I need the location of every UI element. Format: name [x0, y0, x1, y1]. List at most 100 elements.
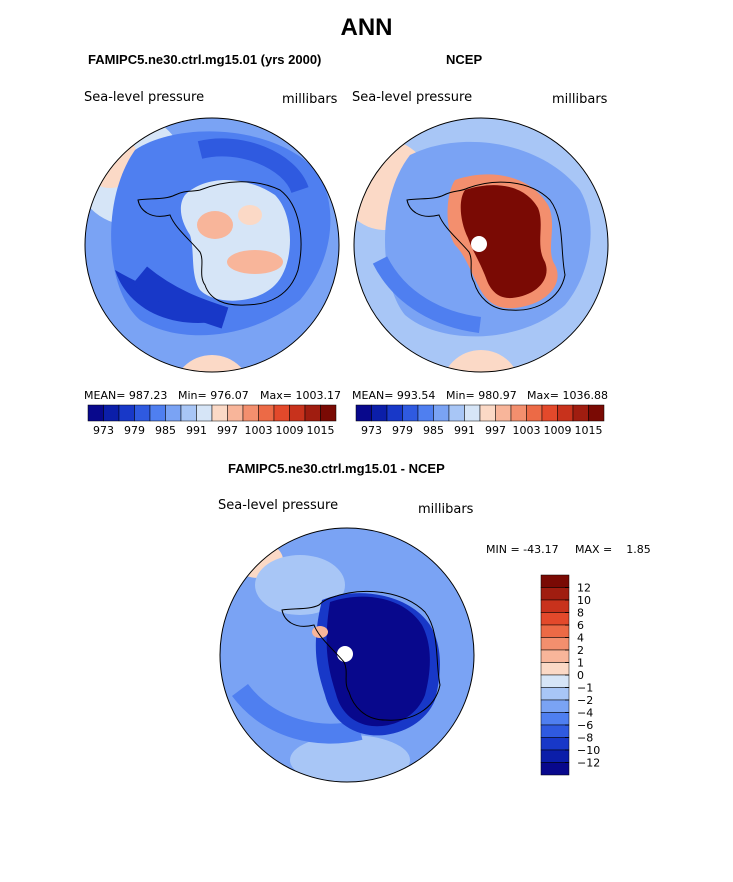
colorbar-1-swatch-4: [417, 404, 434, 422]
colorbar-1-swatch-0: [355, 404, 372, 422]
colorbar-diff-swatch-10: [540, 699, 570, 713]
map-model-coastline: [137, 181, 302, 306]
page-title: ANN: [340, 14, 393, 41]
colorbar-0-swatch-13: [289, 404, 306, 422]
map-diff-pole-mask: [337, 646, 353, 662]
colorbar-1-swatch-10: [510, 404, 527, 422]
colorbar-1-tick-label: 991: [454, 424, 475, 437]
colorbar-1-swatch-3: [402, 404, 419, 422]
colorbar-diff-tick-label: 2: [577, 644, 584, 657]
map-model-low-band-north: [197, 138, 309, 194]
map-model: [84, 117, 340, 373]
stat-max-model: Max= 1003.17: [260, 389, 341, 402]
colorbar-diff-swatch-12: [540, 724, 570, 738]
colorbar-diff-tick-label: −8: [577, 732, 593, 745]
variable-label-ncep: Sea-level pressure: [352, 90, 473, 105]
map-ncep-low-band-sw: [372, 256, 482, 333]
colorbar-0-swatch-3: [134, 404, 151, 422]
colorbar-1-tick-label: 1003: [513, 424, 541, 437]
colorbar-1-swatch-14: [572, 404, 589, 422]
colorbar-diff-swatch-9: [540, 687, 570, 701]
colorbar-1-swatch-7: [464, 404, 481, 422]
colorbar-0-swatch-9: [227, 404, 244, 422]
colorbar-diff-tick-label: 6: [577, 619, 584, 632]
map-diff-coastline: [281, 590, 441, 721]
colorbar-diff-swatch-3: [540, 612, 570, 626]
colorbar-diff-swatch-4: [540, 624, 570, 638]
colorbar-1-tick-label: 985: [423, 424, 444, 437]
colorbar-0-tick-label: 1009: [276, 424, 304, 437]
colorbar-0-swatch-8: [211, 404, 228, 422]
panel-title-ncep: NCEP: [446, 52, 483, 67]
panel-title-model: FAMIPC5.ne30.ctrl.mg15.01 (yrs 2000): [88, 52, 322, 67]
colorbar-1-swatch-8: [479, 404, 496, 422]
colorbar-diff-swatch-0: [540, 574, 570, 588]
map-ncep-high-core: [460, 185, 547, 299]
colorbar-0-swatch-6: [180, 404, 197, 422]
colorbar-1-swatch-1: [371, 404, 388, 422]
colorbar-0-tick-label: 979: [124, 424, 145, 437]
colorbar-0-swatch-10: [242, 404, 259, 422]
stat-mean-model: MEAN= 987.23: [84, 389, 168, 402]
colorbar-1-swatch-5: [433, 404, 450, 422]
map-ncep-pole-mask: [471, 236, 487, 252]
colorbar-diff-tick-label: 1: [577, 657, 584, 670]
map-model-low-band-sw: [132, 266, 229, 329]
colorbar-0-swatch-1: [103, 404, 120, 422]
map-model-border: [84, 117, 340, 373]
map-model-high-center-1: [197, 211, 233, 239]
colorbar-0-swatch-7: [196, 404, 213, 422]
variable-label-diff: Sea-level pressure: [218, 498, 339, 513]
colorbar-diff-swatch-11: [540, 712, 570, 726]
stat-min-diff: MIN = -43.17: [486, 543, 559, 556]
colorbar-0-swatch-15: [320, 404, 337, 422]
map-ncep: [353, 117, 609, 373]
colorbar-1-tick-label: 997: [485, 424, 506, 437]
colorbar-diff-swatch-2: [540, 599, 570, 613]
colorbar-0-swatch-11: [258, 404, 275, 422]
colorbar-0-swatch-2: [118, 404, 135, 422]
colorbar-diff-tick-label: −6: [577, 719, 593, 732]
map-ncep-coastline: [406, 181, 566, 311]
colorbar-1-swatch-12: [541, 404, 558, 422]
map-diff: [219, 527, 475, 783]
stat-mean-ncep: MEAN= 993.54: [352, 389, 436, 402]
colorbar-ncep: 973 979 985 991 997 1003 1009 1015: [355, 404, 605, 437]
variable-label-model: Sea-level pressure: [84, 90, 205, 105]
colorbar-0-tick-label: 1015: [307, 424, 335, 437]
map-model-high-center-2: [238, 205, 262, 225]
colorbar-0-tick-label: 973: [93, 424, 114, 437]
colorbar-diff-swatch-5: [540, 637, 570, 651]
map-diff-border: [219, 527, 475, 783]
stat-min-model: Min= 976.07: [178, 389, 249, 402]
colorbar-diff-tick-label: −10: [577, 744, 600, 757]
colorbar-diff-swatch-8: [540, 674, 570, 688]
colorbar-diff-tick-label: 4: [577, 632, 584, 645]
map-diff-weak-s: [290, 735, 410, 782]
map-diff-band-sw: [232, 683, 363, 744]
units-label-ncep: millibars: [552, 92, 608, 107]
colorbar-diff-tick-label: 8: [577, 607, 584, 620]
colorbar-0-tick-label: 985: [155, 424, 176, 437]
map-model-high-s: [172, 355, 252, 372]
colorbar-1-swatch-11: [526, 404, 543, 422]
colorbar-diff-tick-label: 12: [577, 582, 591, 595]
colorbar-0-swatch-12: [273, 404, 290, 422]
colorbar-0-swatch-5: [165, 404, 182, 422]
panel-title-diff: FAMIPC5.ne30.ctrl.mg15.01 - NCEP: [228, 461, 445, 476]
units-label-model: millibars: [282, 92, 338, 107]
colorbar-1-tick-label: 979: [392, 424, 413, 437]
colorbar-0-tick-label: 997: [217, 424, 238, 437]
colorbar-diff-tick-label: −1: [577, 682, 593, 695]
colorbar-1-swatch-13: [557, 404, 574, 422]
colorbar-1-swatch-6: [448, 404, 465, 422]
colorbar-0-tick-label: 991: [186, 424, 207, 437]
colorbar-diff-swatch-14: [540, 749, 570, 763]
map-ncep-border: [353, 117, 609, 373]
colorbar-1-tick-label: 1009: [544, 424, 572, 437]
colorbar-0-swatch-14: [304, 404, 321, 422]
colorbar-1-swatch-2: [386, 404, 403, 422]
colorbar-diff-tick-label: −12: [577, 757, 600, 770]
